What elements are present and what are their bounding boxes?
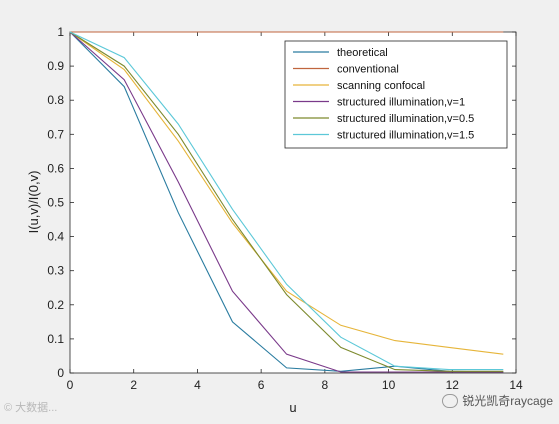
y-tick-label: 0.9 [47,59,64,73]
y-tick-label: 0.8 [47,93,64,107]
legend: theoretical conventional scanning confocal… [284,40,508,149]
y-tick-label: 0.7 [47,127,64,141]
watermark-left: © 大数据... [4,402,58,414]
legend-label: scanning confocal [337,80,425,92]
y-tick-label: 0.1 [47,332,64,346]
x-tick-label: 8 [322,378,329,392]
wechat-icon [442,393,459,408]
legend-box [284,40,508,149]
series-line-structured-illumination-v-0-5 [69,31,504,372]
series-lines [69,31,504,373]
series-line-theoretical [69,31,504,373]
series-line-scanning-confocal [69,31,504,355]
y-tick-label: 0.3 [47,264,64,278]
legend-label: conventional [337,64,399,76]
y-tick-label: 0.2 [47,298,64,312]
x-tick-label: 2 [130,378,137,392]
y-tick-label: 0 [57,366,64,380]
y-axis-label: I(u,v)/I(0,v) [26,171,41,234]
x-tick-label: 4 [194,378,201,392]
series-line-structured-illumination-v-1-5 [69,31,504,371]
y-tick-label: 0.4 [47,230,64,244]
legend-label: structured illumination,v=1.5 [337,130,474,142]
x-tick-label: 10 [382,378,396,392]
y-tick-label: 0.5 [47,196,64,210]
legend-label: theoretical [337,47,388,59]
y-tick-label: 1 [57,25,64,39]
legend-label: structured illumination,v=1 [337,97,465,109]
axes: 0 2 4 6 8 10 12 14 0 0.1 0.2 0.3 0.4 0.5 0.6 0.7 0.8 0.9 1 [47,25,523,392]
watermark-right-text: 锐光凯奇raycage [462,394,553,408]
x-tick-label: 12 [446,378,460,392]
x-tick-label: 14 [509,378,523,392]
legend-label: structured illumination,v=0.5 [337,113,474,125]
series-line-structured-illumination-v-1 [69,31,504,373]
x-tick-label: 6 [258,378,265,392]
watermark-right: 锐光凯奇raycage [442,392,553,409]
x-tick-label: 0 [67,378,74,392]
x-axis-label: u [289,400,296,415]
y-tick-label: 0.6 [47,161,64,175]
